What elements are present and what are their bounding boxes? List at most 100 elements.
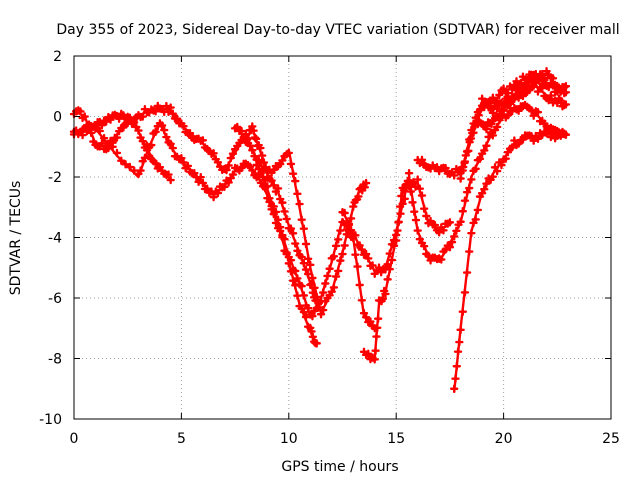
data-point bbox=[514, 106, 523, 115]
data-point bbox=[278, 198, 287, 207]
data-point bbox=[370, 355, 379, 364]
data-point bbox=[458, 166, 467, 175]
data-point bbox=[415, 184, 425, 193]
data-point bbox=[561, 88, 571, 97]
data-point bbox=[460, 196, 470, 205]
data-point bbox=[344, 219, 354, 229]
series-track-11 bbox=[473, 67, 571, 134]
data-point bbox=[361, 313, 371, 322]
data-point bbox=[164, 170, 173, 179]
data-point bbox=[484, 132, 493, 142]
data-point bbox=[226, 153, 236, 163]
y-tick-label: 2 bbox=[53, 49, 62, 65]
data-point bbox=[179, 122, 188, 131]
data-point bbox=[306, 260, 315, 270]
data-point bbox=[413, 175, 422, 184]
data-point bbox=[140, 153, 150, 163]
data-point bbox=[441, 163, 450, 173]
data-point bbox=[288, 229, 298, 238]
data-point bbox=[241, 130, 251, 139]
data-point bbox=[260, 175, 270, 185]
data-point bbox=[303, 254, 313, 263]
data-point bbox=[99, 133, 109, 143]
data-point bbox=[209, 149, 218, 158]
data-point bbox=[125, 113, 135, 122]
data-point bbox=[134, 126, 143, 135]
y-tick-label: -8 bbox=[48, 352, 62, 368]
data-point bbox=[297, 252, 306, 262]
data-point bbox=[338, 249, 347, 259]
data-point bbox=[556, 96, 565, 105]
data-point bbox=[97, 120, 107, 130]
data-point bbox=[507, 143, 517, 152]
data-point bbox=[475, 154, 485, 164]
data-point bbox=[185, 129, 195, 138]
data-point bbox=[228, 149, 238, 158]
series-track-7 bbox=[359, 100, 571, 364]
data-point bbox=[160, 125, 169, 135]
data-point bbox=[389, 241, 399, 251]
data-point bbox=[267, 176, 276, 185]
data-point bbox=[475, 105, 485, 115]
data-point bbox=[477, 94, 487, 103]
data-point bbox=[385, 264, 394, 274]
data-point bbox=[329, 252, 339, 261]
data-point bbox=[455, 337, 464, 347]
data-point bbox=[301, 312, 311, 322]
data-point bbox=[104, 141, 113, 150]
data-point bbox=[408, 198, 417, 207]
data-point bbox=[372, 332, 381, 341]
data-point bbox=[286, 224, 296, 233]
data-point bbox=[249, 126, 258, 135]
data-point bbox=[413, 226, 422, 235]
data-point bbox=[251, 134, 261, 144]
data-point bbox=[276, 222, 285, 232]
data-point bbox=[265, 194, 274, 203]
data-point bbox=[447, 237, 457, 247]
data-point bbox=[198, 178, 208, 188]
x-tick-label: 25 bbox=[602, 431, 620, 447]
data-point bbox=[373, 323, 382, 333]
series-line bbox=[453, 133, 568, 393]
data-point bbox=[151, 127, 160, 137]
data-point bbox=[293, 189, 302, 199]
data-point bbox=[523, 81, 532, 91]
data-point bbox=[445, 243, 455, 252]
data-point bbox=[366, 317, 375, 326]
data-point bbox=[237, 126, 246, 136]
data-point bbox=[360, 183, 370, 192]
data-point bbox=[269, 202, 278, 211]
data-point bbox=[102, 117, 111, 126]
data-point bbox=[529, 136, 538, 145]
data-point bbox=[117, 156, 126, 165]
data-point bbox=[284, 148, 293, 158]
data-point bbox=[458, 307, 467, 316]
data-point bbox=[334, 235, 343, 244]
data-point bbox=[244, 134, 253, 143]
y-tick-label: -10 bbox=[39, 412, 62, 428]
data-point bbox=[323, 271, 332, 281]
data-point bbox=[411, 215, 421, 225]
data-point bbox=[299, 291, 309, 300]
data-point bbox=[278, 156, 287, 165]
data-point bbox=[282, 214, 291, 224]
series-track-9 bbox=[449, 127, 571, 393]
x-tick-label: 0 bbox=[70, 431, 79, 447]
data-point bbox=[410, 207, 419, 216]
data-point bbox=[449, 171, 459, 180]
data-point bbox=[301, 239, 311, 249]
data-point bbox=[213, 158, 223, 167]
data-point bbox=[331, 241, 341, 251]
data-point bbox=[460, 288, 470, 297]
data-point bbox=[361, 178, 371, 188]
data-point bbox=[196, 172, 205, 182]
data-point bbox=[462, 268, 472, 277]
data-point bbox=[222, 165, 231, 175]
data-point bbox=[354, 192, 363, 201]
data-point bbox=[312, 339, 321, 348]
data-point bbox=[449, 232, 459, 241]
data-point bbox=[301, 265, 311, 274]
data-point bbox=[488, 108, 498, 118]
axis-ticks: 0 5 10 15 20 25 -10 -8 -6 -4 -2 0 2 bbox=[39, 49, 620, 447]
data-point bbox=[331, 272, 341, 281]
